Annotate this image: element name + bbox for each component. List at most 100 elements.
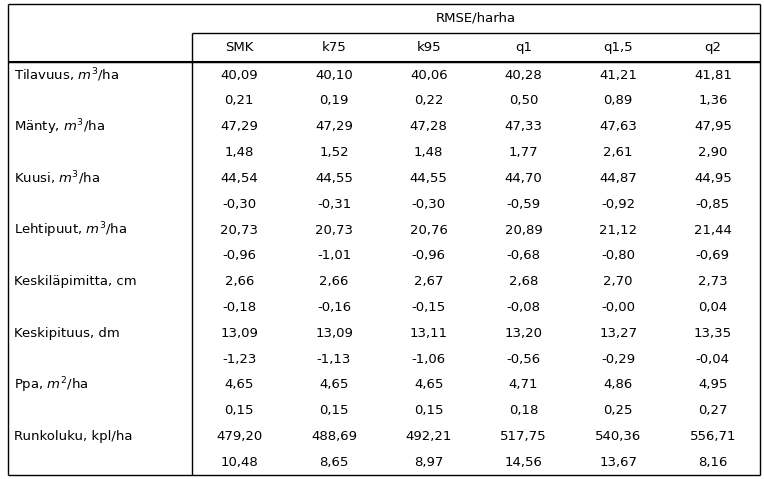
Text: 8,65: 8,65 (319, 456, 348, 469)
Text: 4,65: 4,65 (319, 378, 348, 391)
Text: 0,15: 0,15 (414, 404, 443, 417)
Text: 0,21: 0,21 (225, 94, 254, 107)
Text: 0,04: 0,04 (698, 301, 727, 314)
Text: 13,35: 13,35 (694, 327, 732, 340)
Text: 44,87: 44,87 (599, 172, 637, 185)
Text: Keskiläpimitta, cm: Keskiläpimitta, cm (14, 275, 136, 288)
Text: RMSE/harha: RMSE/harha (436, 12, 516, 25)
Text: q1: q1 (515, 41, 532, 54)
Text: -0,16: -0,16 (317, 301, 351, 314)
Text: 0,27: 0,27 (698, 404, 727, 417)
Text: 13,27: 13,27 (599, 327, 637, 340)
Text: 2,66: 2,66 (225, 275, 254, 288)
Text: -0,59: -0,59 (507, 198, 540, 211)
Text: 4,86: 4,86 (604, 378, 633, 391)
Text: 4,65: 4,65 (414, 378, 443, 391)
Text: 47,63: 47,63 (599, 120, 637, 133)
Text: 0,19: 0,19 (319, 94, 348, 107)
Text: -0,29: -0,29 (601, 353, 635, 365)
Text: 13,20: 13,20 (504, 327, 542, 340)
Text: 0,18: 0,18 (509, 404, 538, 417)
Text: -0,68: -0,68 (507, 250, 540, 262)
Text: 556,71: 556,71 (690, 430, 736, 443)
Text: 47,95: 47,95 (694, 120, 732, 133)
Text: 13,11: 13,11 (410, 327, 448, 340)
Text: q1,5: q1,5 (604, 41, 633, 54)
Text: 0,22: 0,22 (414, 94, 443, 107)
Text: Lehtipuut, $m^3$/ha: Lehtipuut, $m^3$/ha (14, 220, 127, 240)
Text: 540,36: 540,36 (595, 430, 641, 443)
Text: k75: k75 (322, 41, 346, 54)
Text: Keskipituus, dm: Keskipituus, dm (14, 327, 119, 340)
Text: -0,08: -0,08 (507, 301, 540, 314)
Text: 47,28: 47,28 (410, 120, 448, 133)
Text: 0,15: 0,15 (225, 404, 254, 417)
Text: 1,77: 1,77 (509, 146, 539, 159)
Text: 40,06: 40,06 (410, 68, 448, 82)
Text: 44,55: 44,55 (410, 172, 448, 185)
Text: 492,21: 492,21 (406, 430, 452, 443)
Text: 13,09: 13,09 (221, 327, 258, 340)
Text: 40,28: 40,28 (504, 68, 542, 82)
Text: 1,36: 1,36 (698, 94, 727, 107)
Text: 40,10: 40,10 (316, 68, 353, 82)
Text: 2,67: 2,67 (414, 275, 443, 288)
Text: 8,16: 8,16 (698, 456, 727, 469)
Text: k95: k95 (416, 41, 441, 54)
Text: 14,56: 14,56 (504, 456, 542, 469)
Text: -0,04: -0,04 (696, 353, 730, 365)
Text: 21,44: 21,44 (694, 224, 732, 237)
Text: 4,71: 4,71 (509, 378, 538, 391)
Text: 1,52: 1,52 (319, 146, 349, 159)
Text: 13,67: 13,67 (599, 456, 637, 469)
Text: SMK: SMK (225, 41, 254, 54)
Text: 4,95: 4,95 (698, 378, 727, 391)
Text: 44,54: 44,54 (221, 172, 258, 185)
Text: Tilavuus, $m^3$/ha: Tilavuus, $m^3$/ha (14, 67, 118, 84)
Text: -0,31: -0,31 (317, 198, 351, 211)
Text: 44,95: 44,95 (694, 172, 732, 185)
Text: -0,96: -0,96 (412, 250, 445, 262)
Text: -1,23: -1,23 (222, 353, 257, 365)
Text: 2,90: 2,90 (698, 146, 727, 159)
Text: 47,29: 47,29 (221, 120, 258, 133)
Text: 0,50: 0,50 (509, 94, 538, 107)
Text: -0,30: -0,30 (412, 198, 446, 211)
Text: Mänty, $m^3$/ha: Mänty, $m^3$/ha (14, 117, 105, 137)
Text: 41,21: 41,21 (599, 68, 637, 82)
Text: 2,70: 2,70 (604, 275, 633, 288)
Text: -0,18: -0,18 (222, 301, 257, 314)
Text: -0,30: -0,30 (222, 198, 257, 211)
Text: -0,80: -0,80 (601, 250, 635, 262)
Text: 44,70: 44,70 (504, 172, 542, 185)
Text: 1,48: 1,48 (414, 146, 443, 159)
Text: 44,55: 44,55 (315, 172, 353, 185)
Text: Kuusi, $m^3$/ha: Kuusi, $m^3$/ha (14, 170, 99, 187)
Text: 1,48: 1,48 (225, 146, 254, 159)
Text: 0,15: 0,15 (319, 404, 349, 417)
Text: 40,09: 40,09 (221, 68, 258, 82)
Text: 20,89: 20,89 (504, 224, 542, 237)
Text: 13,09: 13,09 (315, 327, 353, 340)
Text: -0,15: -0,15 (412, 301, 446, 314)
Text: q2: q2 (704, 41, 721, 54)
Text: -0,69: -0,69 (696, 250, 730, 262)
Text: Ppa, $m^2$/ha: Ppa, $m^2$/ha (14, 375, 88, 395)
Text: -0,96: -0,96 (222, 250, 257, 262)
Text: 2,61: 2,61 (604, 146, 633, 159)
Text: 10,48: 10,48 (221, 456, 258, 469)
Text: 517,75: 517,75 (500, 430, 547, 443)
Text: 0,25: 0,25 (604, 404, 633, 417)
Text: 2,73: 2,73 (698, 275, 727, 288)
Text: -0,56: -0,56 (507, 353, 540, 365)
Text: 20,73: 20,73 (220, 224, 258, 237)
Text: Runkoluku, kpl/ha: Runkoluku, kpl/ha (14, 430, 132, 443)
Text: -1,13: -1,13 (317, 353, 351, 365)
Text: 488,69: 488,69 (311, 430, 357, 443)
Text: 21,12: 21,12 (599, 224, 637, 237)
Text: -0,00: -0,00 (601, 301, 635, 314)
Text: 20,76: 20,76 (410, 224, 448, 237)
Text: -0,85: -0,85 (696, 198, 730, 211)
Text: 4,65: 4,65 (225, 378, 254, 391)
Text: 41,81: 41,81 (694, 68, 732, 82)
